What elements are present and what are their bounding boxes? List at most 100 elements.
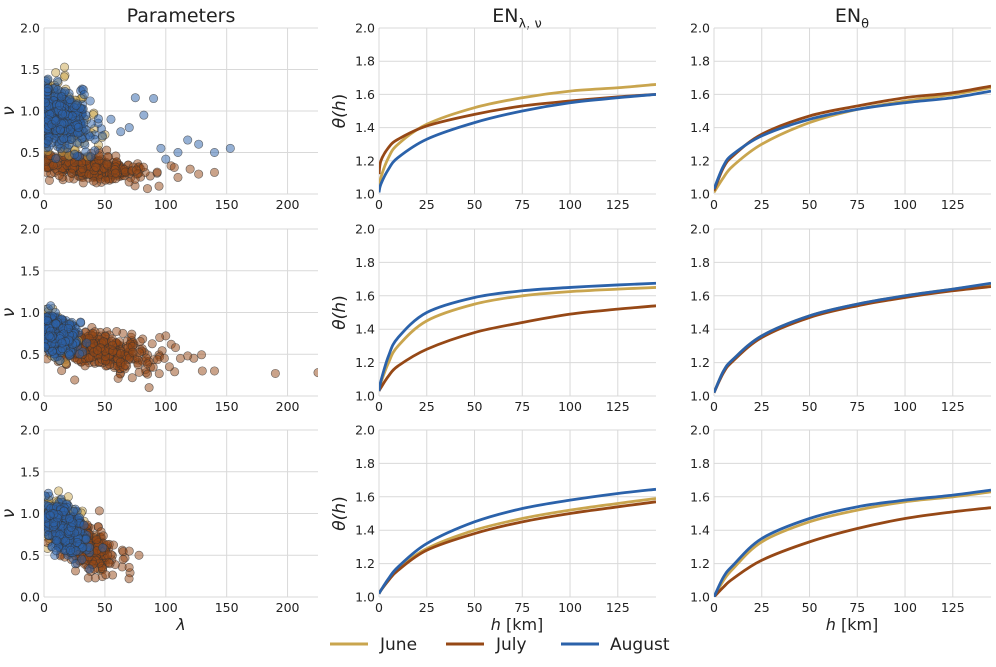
x-tick-label: 0: [710, 197, 718, 212]
scatter-point-august: [64, 513, 74, 523]
scatter-point-august: [51, 536, 61, 546]
y-tick-label: 1.8: [690, 255, 710, 270]
scatter-point-august: [149, 94, 159, 104]
scatter-point-july: [209, 366, 219, 376]
x-tick-label: 0: [375, 600, 383, 615]
x-tick-label: 125: [941, 600, 965, 615]
scatter-point-august: [46, 301, 56, 311]
scatter-point-august: [51, 154, 61, 164]
scatter-point-june: [59, 72, 69, 82]
scatter-point-august: [98, 543, 108, 553]
scatter-point-august: [70, 559, 80, 569]
scatter-point-july: [113, 373, 123, 383]
y-axis-label-theta-part: θ(: [330, 311, 350, 329]
legend-label-june: June: [379, 635, 417, 655]
scatter-point-august: [65, 350, 75, 360]
scatter-point-august: [55, 355, 65, 365]
x-tick-label: 0: [375, 399, 383, 414]
scatter-point-july: [111, 151, 121, 161]
scatter-point-august: [85, 564, 95, 574]
x-tick-label: 150: [215, 197, 239, 212]
x-tick-label: 25: [754, 600, 770, 615]
scatter-point-july: [57, 366, 67, 376]
scatter-point-august: [194, 139, 204, 149]
y-tick-label: 1.2: [355, 556, 375, 571]
scatter-point-august: [71, 100, 81, 110]
scatter-point-july: [78, 178, 88, 188]
scatter-point-june: [54, 486, 64, 496]
y-tick-label: 1.0: [690, 187, 710, 202]
panel-en-theta-row2: 0 25 50 75 100 125 1.0 1.2 1.4 1.6 1.8 2.0: [690, 222, 991, 414]
scatter-point-august: [86, 119, 96, 129]
scatter-point-august: [161, 154, 171, 164]
scatter-point-july: [70, 375, 80, 385]
scatter-point-july: [128, 347, 138, 357]
scatter-point-august: [156, 143, 166, 153]
y-tick-label: 2.0: [20, 222, 40, 237]
x-tick-label: 25: [754, 399, 770, 414]
y-tick-label: 1.8: [690, 54, 710, 69]
x-tick-label: 125: [606, 399, 630, 414]
scatter-point-august: [59, 134, 69, 144]
x-tick-label: 100: [558, 197, 582, 212]
y-tick-label: 1.6: [355, 288, 375, 303]
scatter-point-august: [75, 349, 85, 359]
scatter-point-august: [55, 125, 65, 135]
x-tick-label: 100: [558, 399, 582, 414]
scatter-point-july: [67, 168, 77, 178]
y-axis-label-nu: ν: [0, 106, 19, 116]
scatter-point-july: [209, 167, 219, 177]
series-line-august: [714, 281, 991, 394]
x-tick-label: 50: [97, 197, 113, 212]
series-line-june: [714, 86, 991, 194]
y-tick-label: 2.0: [20, 423, 40, 438]
scatter-point-august: [82, 338, 92, 348]
x-tick-label: 200: [276, 197, 300, 212]
scatter-point-july: [171, 343, 181, 353]
scatter-point-july: [124, 546, 134, 556]
scatter-point-july: [44, 175, 54, 185]
x-tick-label: 150: [215, 600, 239, 615]
scatter-point-july: [185, 164, 195, 174]
x-tick-label: 25: [419, 197, 435, 212]
x-tick-label: 125: [941, 197, 965, 212]
scatter-point-august: [56, 92, 66, 102]
x-tick-label: 100: [154, 399, 178, 414]
scatter-point-august: [66, 545, 76, 555]
scatter-point-july: [90, 573, 100, 583]
scatter-point-august: [51, 116, 61, 126]
x-tick-label: 50: [97, 600, 113, 615]
scatter-point-august: [106, 114, 116, 124]
scatter-point-july: [197, 350, 207, 360]
scatter-point-july: [131, 165, 141, 175]
y-tick-label: 1.4: [355, 523, 375, 538]
x-axis-label-h-km-col2: h [km]: [491, 615, 544, 634]
scatter-point-august: [61, 536, 71, 546]
y-tick-label: 1.8: [690, 456, 710, 471]
scatter-point-july: [154, 369, 164, 379]
y-tick-label: 1.6: [690, 288, 710, 303]
x-axis-label-h-km-col3: h [km]: [826, 615, 879, 634]
x-tick-label: 50: [467, 399, 483, 414]
y-tick-label: 1.0: [20, 104, 40, 119]
scatter-point-july: [127, 329, 137, 339]
plot-area: [379, 83, 656, 193]
y-tick-label: 1.4: [690, 120, 710, 135]
scatter-point-august: [93, 114, 103, 124]
scatter-point-july: [102, 159, 112, 169]
scatter-point-august: [51, 319, 61, 329]
y-tick-label: 2.0: [690, 222, 710, 237]
scatter-point-july: [154, 181, 164, 191]
x-tick-label: 125: [606, 600, 630, 615]
scatter-point-june: [63, 492, 73, 502]
y-tick-label: 1.6: [355, 87, 375, 102]
scatter-point-july: [94, 506, 104, 516]
scatter-point-july: [127, 373, 137, 383]
scatter-point-july: [169, 162, 179, 172]
y-tick-label: 1.4: [690, 523, 710, 538]
scatter-point-august: [173, 148, 183, 158]
y-axis-label-close-part: ): [330, 94, 350, 101]
scatter-point-july: [173, 172, 183, 182]
series-line-august: [379, 93, 656, 193]
